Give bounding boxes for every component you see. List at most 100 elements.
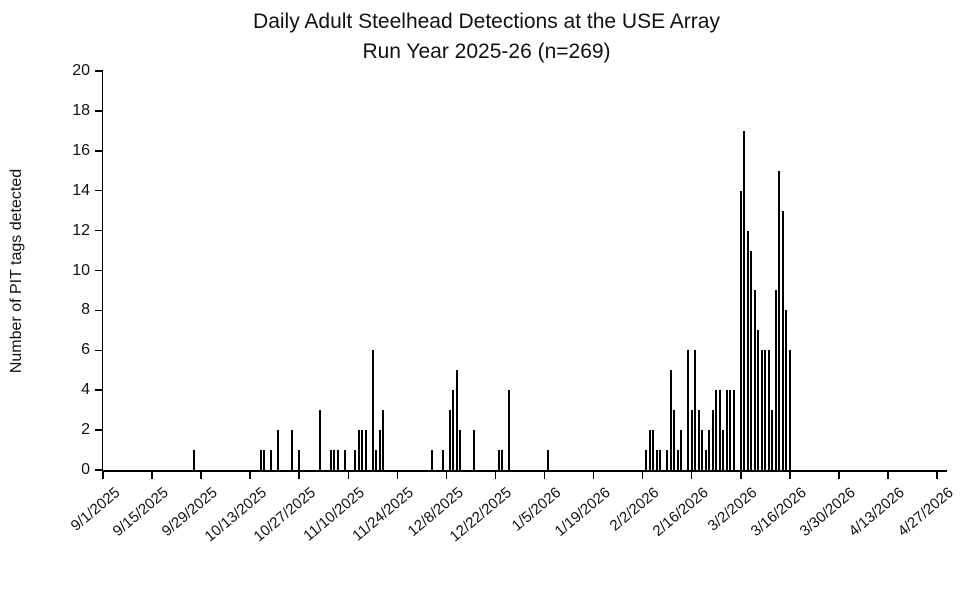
bar xyxy=(694,350,697,470)
x-tick xyxy=(298,471,300,479)
bar xyxy=(354,450,357,470)
x-tick xyxy=(543,471,546,479)
bar xyxy=(774,290,777,470)
y-tick-label: 10 xyxy=(72,261,90,279)
bar xyxy=(441,450,444,470)
bar xyxy=(263,450,266,470)
bar xyxy=(669,370,672,470)
x-tick xyxy=(102,471,104,479)
bar xyxy=(680,430,683,470)
bar xyxy=(431,450,434,470)
x-tick xyxy=(200,471,202,479)
bar xyxy=(645,450,648,470)
y-tick-label: 2 xyxy=(81,421,90,439)
bar xyxy=(259,450,262,470)
bar xyxy=(729,390,732,470)
y-tick xyxy=(95,309,103,312)
bar xyxy=(746,230,749,470)
x-tick xyxy=(249,471,251,479)
bar xyxy=(697,410,700,470)
bar xyxy=(319,410,322,470)
bar xyxy=(753,290,756,470)
bar xyxy=(739,190,742,470)
x-tick xyxy=(789,471,791,479)
bar xyxy=(760,350,763,470)
bar xyxy=(298,450,301,470)
bar xyxy=(382,410,385,470)
y-tick-label: 0 xyxy=(81,461,90,478)
bar xyxy=(725,390,728,470)
bar xyxy=(767,350,770,470)
bar xyxy=(333,450,336,470)
bar xyxy=(497,450,500,470)
bar xyxy=(193,450,196,470)
bar xyxy=(750,250,753,470)
bar xyxy=(718,390,721,470)
y-tick-label: 8 xyxy=(81,301,90,319)
bar xyxy=(448,410,451,470)
bar xyxy=(722,430,725,470)
x-axis-line xyxy=(101,470,947,472)
bar xyxy=(375,450,378,470)
bar xyxy=(364,430,367,470)
bar xyxy=(788,350,791,470)
bar xyxy=(764,350,767,470)
y-tick xyxy=(95,269,103,272)
bar xyxy=(771,410,774,470)
y-tick-label: 4 xyxy=(81,381,90,399)
bar xyxy=(501,450,504,470)
x-tick xyxy=(641,471,644,479)
bar xyxy=(659,450,662,470)
y-tick xyxy=(95,349,103,352)
bar xyxy=(336,450,339,470)
x-tick xyxy=(936,471,938,479)
bar xyxy=(673,410,676,470)
x-tick xyxy=(887,471,889,479)
x-tick xyxy=(592,471,595,479)
bar xyxy=(459,430,462,470)
bar xyxy=(452,390,455,470)
bar xyxy=(361,430,364,470)
bar xyxy=(270,450,273,470)
bar xyxy=(666,450,669,470)
bar xyxy=(732,390,735,470)
x-tick xyxy=(838,471,840,479)
chart-subtitle: Run Year 2025-26 (n=269) xyxy=(362,40,611,63)
y-tick-label: 12 xyxy=(72,221,90,239)
y-tick-label: 20 xyxy=(72,62,90,79)
bar xyxy=(378,430,381,470)
bar xyxy=(708,430,711,470)
bar xyxy=(778,170,781,470)
y-axis-line xyxy=(101,71,103,472)
bar xyxy=(652,430,655,470)
y-tick xyxy=(95,429,103,431)
bar xyxy=(676,450,679,470)
y-tick-label: 16 xyxy=(72,141,90,159)
x-tick xyxy=(396,471,399,479)
bar xyxy=(781,210,784,470)
bar xyxy=(648,430,651,470)
bar xyxy=(455,370,458,470)
bar xyxy=(687,350,690,470)
y-tick xyxy=(95,70,103,72)
bar xyxy=(757,330,760,470)
y-tick xyxy=(95,110,103,112)
y-axis-title: Number of PIT tags detected xyxy=(8,168,25,374)
y-tick-label: 6 xyxy=(81,341,90,359)
x-tick xyxy=(151,471,153,479)
y-tick xyxy=(95,150,103,152)
bar xyxy=(704,450,707,470)
bar xyxy=(508,390,511,470)
bar xyxy=(785,310,788,470)
bar xyxy=(473,430,476,470)
bar xyxy=(711,410,714,470)
bar xyxy=(743,130,746,470)
bar xyxy=(291,430,294,470)
bar xyxy=(371,350,374,470)
y-tick xyxy=(95,469,103,471)
bar xyxy=(329,450,332,470)
x-tick xyxy=(740,471,742,479)
bar xyxy=(715,390,718,470)
x-tick xyxy=(347,471,350,479)
